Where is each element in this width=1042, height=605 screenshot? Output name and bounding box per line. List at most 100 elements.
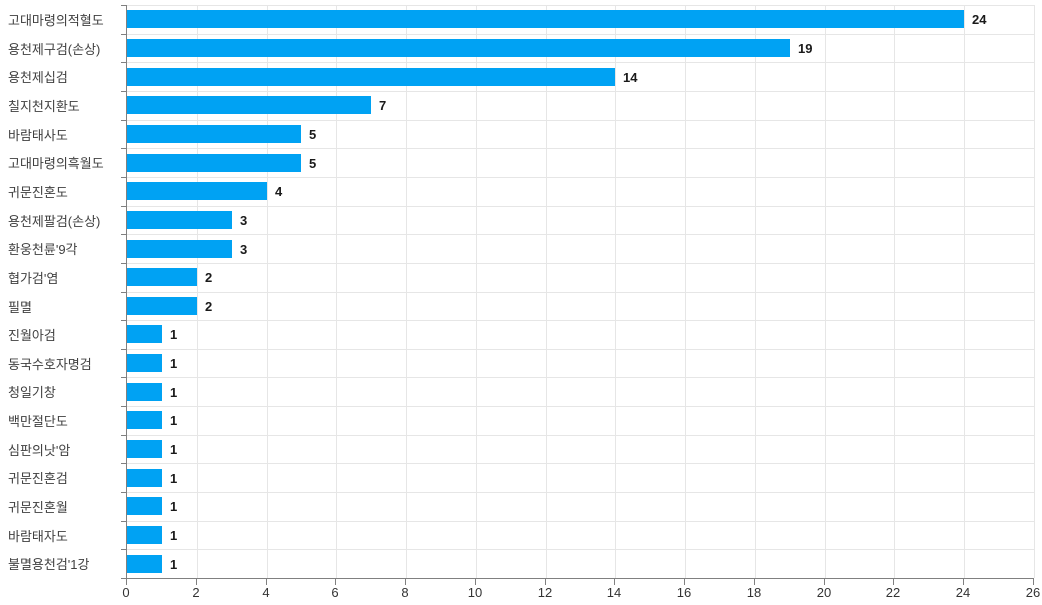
- x-axis-tick: [824, 579, 825, 585]
- bar-value-label: 24: [972, 11, 987, 27]
- x-axis-tick-label: 8: [401, 585, 409, 600]
- horizontal-gridline: [127, 177, 1034, 178]
- horizontal-gridline: [127, 349, 1034, 350]
- y-axis-tick: [121, 263, 127, 264]
- y-axis-tick: [121, 292, 127, 293]
- bar-value-label: 4: [275, 183, 283, 199]
- category-label: 바람태사도: [8, 128, 68, 143]
- vertical-gridline: [476, 5, 477, 578]
- bar-value-label: 1: [170, 441, 178, 457]
- category-label: 용천제팔검(손상): [8, 214, 101, 229]
- x-axis-tick-label: 22: [885, 585, 901, 600]
- vertical-gridline: [336, 5, 337, 578]
- horizontal-gridline: [127, 34, 1034, 35]
- x-axis-tick-label: 18: [746, 585, 762, 600]
- bar: [127, 125, 301, 143]
- bar: [127, 325, 162, 343]
- y-axis-tick: [121, 120, 127, 121]
- bar: [127, 354, 162, 372]
- bar-value-label: 1: [170, 556, 178, 572]
- y-axis-tick: [121, 234, 127, 235]
- x-axis: 0 2 4 6 8 10 12 14 16 18 20 22 24 26: [122, 579, 1040, 605]
- x-axis-tick: [963, 579, 964, 585]
- bar-value-label: 1: [170, 527, 178, 543]
- bar: [127, 497, 162, 515]
- y-axis-tick: [121, 521, 127, 522]
- category-label: 심판의낫'암: [8, 443, 71, 458]
- horizontal-gridline: [127, 234, 1034, 235]
- x-axis-tick-label: 12: [537, 585, 553, 600]
- x-axis-tick: [405, 579, 406, 585]
- vertical-gridline: [964, 5, 965, 578]
- bar: [127, 39, 790, 57]
- x-axis-tick: [196, 579, 197, 585]
- y-axis-tick: [121, 377, 127, 378]
- bar: [127, 68, 615, 86]
- horizontal-gridline: [127, 62, 1034, 63]
- category-label: 귀문진혼월: [8, 500, 68, 515]
- bar: [127, 440, 162, 458]
- horizontal-gridline: [127, 120, 1034, 121]
- plot-area: 24 19 14 7 5 5 4 3 3 2 2 1 1 1 1 1 1 1 1 1: [121, 5, 1035, 579]
- category-label: 청일기창: [8, 385, 56, 400]
- bar-value-label: 2: [205, 298, 213, 314]
- x-axis-tick: [266, 579, 267, 585]
- x-axis-tick-label: 26: [1025, 585, 1041, 600]
- category-label: 협가검'염: [8, 271, 59, 286]
- bar: [127, 182, 267, 200]
- y-axis-tick: [121, 206, 127, 207]
- horizontal-gridline: [127, 377, 1034, 378]
- x-axis-tick: [545, 579, 546, 585]
- category-label: 동국수호자명검: [8, 357, 92, 372]
- vertical-gridline: [267, 5, 268, 578]
- horizontal-gridline: [127, 292, 1034, 293]
- category-label: 용천제십검: [8, 70, 68, 85]
- bar-value-label: 1: [170, 326, 178, 342]
- y-axis-tick: [121, 148, 127, 149]
- horizontal-gridline: [127, 435, 1034, 436]
- horizontal-gridline: [127, 406, 1034, 407]
- y-axis-tick: [121, 349, 127, 350]
- category-label: 고대마령의적혈도: [8, 13, 104, 28]
- bar: [127, 268, 197, 286]
- y-axis-tick: [121, 62, 127, 63]
- bar-value-label: 7: [379, 97, 387, 113]
- x-axis-tick: [475, 579, 476, 585]
- x-axis-tick-label: 16: [676, 585, 692, 600]
- x-axis-tick: [754, 579, 755, 585]
- vertical-gridline: [406, 5, 407, 578]
- bar: [127, 411, 162, 429]
- y-axis-tick: [121, 34, 127, 35]
- horizontal-gridline: [127, 521, 1034, 522]
- bar-value-label: 1: [170, 384, 178, 400]
- vertical-gridline: [685, 5, 686, 578]
- bar: [127, 526, 162, 544]
- vertical-gridline: [546, 5, 547, 578]
- y-axis-tick: [121, 91, 127, 92]
- x-axis-tick-label: 14: [606, 585, 622, 600]
- x-axis-tick-label: 20: [816, 585, 832, 600]
- bar-value-label: 3: [240, 212, 248, 228]
- x-axis-tick: [893, 579, 894, 585]
- y-axis-tick: [121, 549, 127, 550]
- bar-value-label: 2: [205, 269, 213, 285]
- y-axis-tick: [121, 5, 127, 6]
- bar: [127, 240, 232, 258]
- bar-value-label: 14: [623, 69, 638, 85]
- bar: [127, 10, 964, 28]
- x-axis-tick-label: 4: [262, 585, 270, 600]
- y-axis-tick: [121, 578, 127, 579]
- bar: [127, 96, 371, 114]
- bar: [127, 383, 162, 401]
- bar: [127, 297, 197, 315]
- bar-value-label: 3: [240, 241, 248, 257]
- horizontal-gridline: [127, 206, 1034, 207]
- horizontal-gridline: [127, 492, 1034, 493]
- category-axis-labels: 고대마령의적혈도 용천제구검(손상) 용천제십검 칠지천지환도 바람태사도 고대마령의흑월…: [0, 5, 126, 578]
- bar-value-label: 5: [309, 126, 317, 142]
- vertical-gridline: [825, 5, 826, 578]
- horizontal-gridline: [127, 549, 1034, 550]
- category-label: 칠지천지환도: [8, 99, 80, 114]
- bar: [127, 555, 162, 573]
- category-label: 필멸: [8, 300, 32, 315]
